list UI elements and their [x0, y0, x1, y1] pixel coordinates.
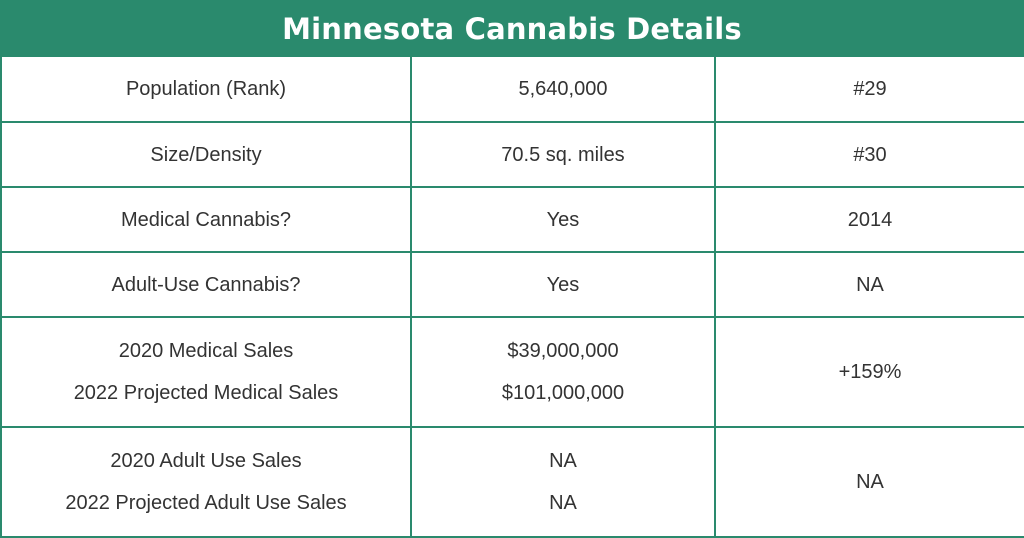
row-value: 70.5 sq. miles	[410, 121, 716, 188]
medical-sales-2022-value: $101,000,000	[501, 382, 625, 404]
row-value: Yes	[410, 251, 716, 318]
adult-sales-2020-label: 2020 Adult Use Sales	[110, 450, 302, 472]
adult-sales-labels: 2020 Adult Use Sales 2022 Projected Adul…	[0, 426, 412, 538]
table-row-medical-sales: 2020 Medical Sales 2022 Projected Medica…	[0, 316, 1024, 428]
medical-sales-change: +159%	[714, 316, 1024, 428]
table-row-adult-use-cannabis: Adult-Use Cannabis? Yes NA	[0, 251, 1024, 318]
row-value: Yes	[410, 186, 716, 253]
adult-sales-2022-value: NA	[549, 492, 577, 514]
adult-sales-2022-label: 2022 Projected Adult Use Sales	[65, 492, 347, 514]
adult-sales-change: NA	[714, 426, 1024, 538]
table-row-size-density: Size/Density 70.5 sq. miles #30	[0, 121, 1024, 188]
row-extra: #29	[714, 57, 1024, 123]
table-row-medical-cannabis: Medical Cannabis? Yes 2014	[0, 186, 1024, 253]
table-row-adult-use-sales: 2020 Adult Use Sales 2022 Projected Adul…	[0, 426, 1024, 538]
medical-sales-values: $39,000,000 $101,000,000	[410, 316, 716, 428]
row-label: Adult-Use Cannabis?	[0, 251, 412, 318]
row-label: Population (Rank)	[0, 57, 412, 123]
medical-sales-2022-label: 2022 Projected Medical Sales	[73, 382, 339, 404]
adult-sales-2020-value: NA	[549, 450, 577, 472]
row-value: 5,640,000	[410, 57, 716, 123]
table-row-population: Population (Rank) 5,640,000 #29	[0, 57, 1024, 123]
medical-sales-2020-label: 2020 Medical Sales	[118, 340, 294, 362]
medical-sales-2020-value: $39,000,000	[507, 340, 619, 362]
medical-sales-labels: 2020 Medical Sales 2022 Projected Medica…	[0, 316, 412, 428]
row-extra: 2014	[714, 186, 1024, 253]
table-title: Minnesota Cannabis Details	[0, 0, 1024, 57]
adult-sales-values: NA NA	[410, 426, 716, 538]
row-extra: NA	[714, 251, 1024, 318]
row-label: Size/Density	[0, 121, 412, 188]
row-label: Medical Cannabis?	[0, 186, 412, 253]
details-table: Population (Rank) 5,640,000 #29 Size/Den…	[0, 57, 1024, 538]
row-extra: #30	[714, 121, 1024, 188]
